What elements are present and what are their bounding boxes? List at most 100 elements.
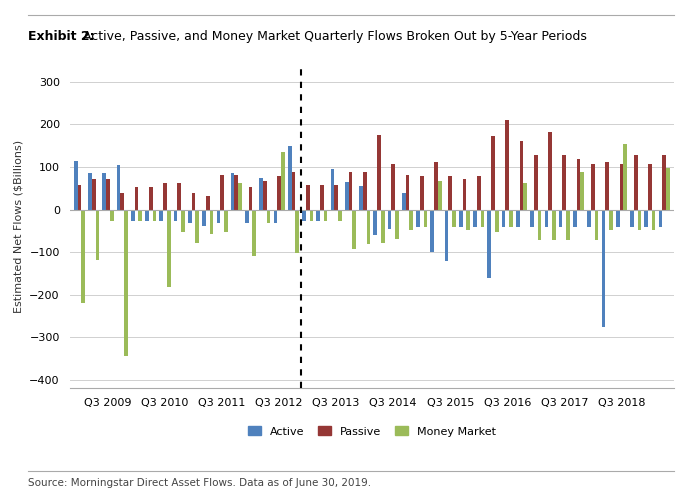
Bar	[238, 183, 242, 210]
Bar	[659, 210, 662, 227]
Bar	[302, 210, 306, 222]
Bar	[181, 210, 185, 232]
Bar	[96, 210, 99, 260]
Bar	[381, 210, 384, 243]
Bar	[210, 210, 213, 234]
Bar	[177, 183, 181, 210]
Bar	[587, 210, 591, 227]
Bar	[274, 210, 277, 223]
Bar	[110, 210, 113, 222]
Bar	[345, 182, 349, 210]
Bar	[416, 210, 420, 227]
Bar	[377, 135, 381, 210]
Bar	[167, 210, 170, 287]
Bar	[481, 210, 484, 228]
Bar	[267, 210, 270, 223]
Bar	[466, 210, 470, 230]
Bar	[505, 120, 509, 210]
Bar	[217, 210, 220, 223]
Bar	[291, 172, 295, 210]
Bar	[637, 210, 641, 230]
Bar	[78, 185, 81, 210]
Bar	[309, 210, 313, 222]
Text: Source: Morningstar Direct Asset Flows. Data as of June 30, 2019.: Source: Morningstar Direct Asset Flows. …	[28, 478, 371, 488]
Bar	[149, 187, 153, 210]
Bar	[288, 145, 291, 210]
Bar	[331, 169, 334, 210]
Bar	[402, 193, 406, 210]
Bar	[666, 168, 670, 210]
Bar	[102, 173, 106, 210]
Bar	[423, 210, 427, 228]
Bar	[206, 196, 210, 210]
Bar	[124, 210, 128, 357]
Bar	[88, 173, 92, 210]
Text: Exhibit 2:: Exhibit 2:	[28, 30, 95, 43]
Legend: Active, Passive, Money Market: Active, Passive, Money Market	[243, 422, 500, 441]
Y-axis label: Estimated Net Flows ($Billions): Estimated Net Flows ($Billions)	[14, 140, 24, 313]
Bar	[662, 155, 666, 210]
Bar	[252, 210, 256, 255]
Bar	[495, 210, 498, 232]
Bar	[434, 162, 438, 210]
Bar	[192, 193, 195, 210]
Bar	[530, 210, 534, 227]
Bar	[249, 187, 252, 210]
Bar	[634, 155, 637, 210]
Bar	[145, 210, 149, 222]
Bar	[538, 210, 541, 240]
Bar	[220, 175, 224, 210]
Bar	[324, 210, 327, 222]
Bar	[509, 210, 513, 228]
Bar	[135, 187, 138, 210]
Bar	[445, 210, 448, 260]
Bar	[602, 210, 605, 327]
Bar	[448, 176, 452, 210]
Bar	[552, 210, 555, 240]
Bar	[316, 210, 320, 222]
Bar	[562, 155, 566, 210]
Bar	[409, 210, 413, 230]
Bar	[544, 210, 548, 227]
Bar	[605, 162, 609, 210]
Bar	[320, 185, 324, 210]
Bar	[619, 163, 623, 210]
Bar	[106, 179, 110, 210]
Bar	[566, 210, 570, 240]
Bar	[120, 193, 124, 210]
Bar	[516, 210, 520, 227]
Bar	[391, 163, 395, 210]
Bar	[224, 210, 228, 232]
Bar	[438, 181, 441, 210]
Bar	[595, 210, 598, 240]
Bar	[195, 210, 199, 243]
Bar	[174, 210, 177, 222]
Bar	[559, 210, 562, 227]
Bar	[577, 159, 580, 210]
Bar	[644, 210, 648, 227]
Bar	[573, 210, 577, 227]
Bar	[420, 176, 423, 210]
Bar	[359, 186, 363, 210]
Bar	[648, 163, 652, 210]
Bar	[609, 210, 613, 230]
Bar	[523, 183, 527, 210]
Bar	[491, 136, 495, 210]
Bar	[477, 176, 481, 210]
Bar	[259, 178, 263, 210]
Text: Active, Passive, and Money Market Quarterly Flows Broken Out by 5-Year Periods: Active, Passive, and Money Market Quarte…	[79, 30, 587, 43]
Bar	[487, 210, 491, 278]
Bar	[138, 210, 142, 222]
Bar	[92, 179, 96, 210]
Bar	[580, 172, 584, 210]
Bar	[616, 210, 619, 227]
Bar	[395, 210, 399, 239]
Bar	[153, 210, 156, 222]
Bar	[245, 210, 249, 223]
Bar	[630, 210, 634, 227]
Bar	[388, 210, 391, 229]
Bar	[277, 176, 281, 210]
Bar	[334, 185, 338, 210]
Bar	[534, 155, 538, 210]
Bar	[352, 210, 356, 249]
